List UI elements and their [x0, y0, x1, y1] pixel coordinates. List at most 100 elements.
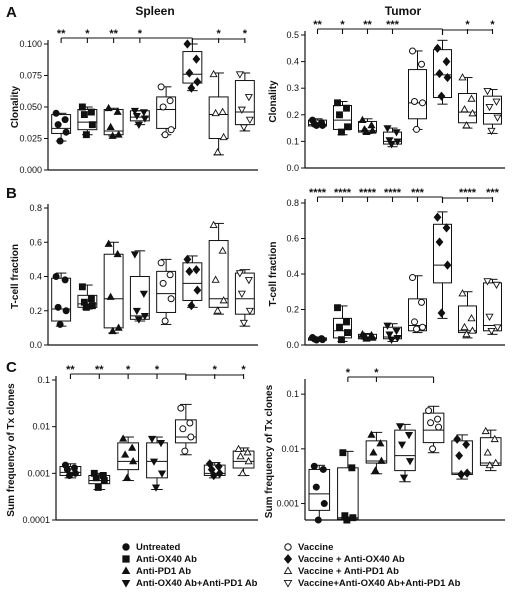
chart-a-spleen-group-6-point	[192, 54, 201, 64]
chart-b-tumor-group-2-point	[334, 304, 341, 312]
chart-b-spleen-group-8-point	[245, 307, 254, 316]
chart-c-tumor-group-4-box	[394, 429, 416, 472]
chart-c-spleen-ytick-label: 0.001	[27, 468, 50, 478]
chart-a-tumor-group-7-point	[460, 105, 469, 113]
chart-b-spleen-ytick-label: 0.6	[29, 237, 42, 247]
chart-a-spleen-group-5-point	[166, 97, 174, 105]
chart-a-tumor-group-7-point	[467, 94, 476, 102]
chart-a-tumor-sig-label: *	[465, 19, 470, 31]
chart-b-tumor-group-6-point	[435, 237, 444, 247]
chart-c-spleen-group-5-point	[177, 404, 185, 412]
chart-a-spleen-group-6-box	[182, 51, 203, 84]
chart-a-spleen-group-3-point	[106, 122, 115, 131]
chart-b-spleen-group-3-point	[108, 326, 117, 335]
chart-b-spleen-group-3-box	[103, 253, 124, 329]
chart-b-tumor-group-8-point	[493, 324, 502, 332]
chart-a-spleen-group-1-point	[62, 128, 70, 136]
chart-b-spleen-group-5-point	[157, 259, 165, 267]
chart-a-tumor-ytick-label: 0.1	[286, 136, 299, 146]
chart-a-spleen-group-5-point	[159, 103, 167, 111]
chart-b-tumor-sig-label: ***	[486, 187, 500, 199]
chart-c-tumor-group-6-point	[457, 469, 466, 480]
chart-b-tumor-group-3-point	[362, 334, 371, 342]
chart-b-tumor-sig-label: ****	[359, 187, 377, 199]
chart-a-spleen-group-2-point	[82, 131, 90, 139]
chart-a-tumor-group-7-point	[458, 73, 467, 81]
legend-marker-vaccine	[284, 543, 292, 551]
chart-b-tumor-group-7-point	[460, 322, 469, 331]
chart-a-tumor-group-2-point	[336, 111, 343, 119]
chart-c-spleen-group-2-point	[92, 474, 100, 482]
legend-label-anti-ox40-ab: Anti-OX40 Ab	[136, 554, 197, 565]
chart-b-spleen-group-7-box	[208, 240, 229, 308]
chart-b-spleen-group-1-box	[51, 277, 72, 322]
chart-c-spleen-sig-label: **	[66, 364, 75, 376]
chart-c-tumor-group-3-point	[367, 430, 376, 438]
chart-a-tumor-ytick-label: 0.2	[286, 110, 299, 120]
chart-a-spleen-sig-label: *	[216, 28, 221, 40]
chart-a-tumor-group-5-point	[419, 99, 426, 107]
chart-c-tumor-group-3-point	[369, 448, 378, 456]
chart-b-spleen-group-1-point	[52, 273, 60, 280]
chart-c-spleen-sig-label: **	[95, 364, 104, 376]
chart-c-spleen-group-6-point	[209, 470, 218, 481]
legend-label-vaccine: Vaccine	[298, 542, 333, 553]
chart-c-spleen-sig-label: *	[155, 364, 160, 376]
chart-b-spleen-group-2-point	[88, 302, 96, 310]
chart-b-tumor-group-4-point	[385, 331, 394, 339]
chart-c-spleen-group-5-point	[181, 447, 189, 455]
chart-c-spleen-sig-label: *	[213, 364, 218, 376]
chart-b-spleen-group-8-point	[235, 270, 244, 278]
chart-b-tumor-sig-label: ***	[411, 187, 425, 199]
chart-a-tumor-sig-label: ***	[386, 19, 400, 31]
chart-a-tumor-group-2-point	[343, 104, 350, 112]
chart-b-tumor-ytick-label: 0.6	[286, 234, 299, 244]
chart-c-spleen-group-7-point	[236, 452, 245, 460]
chart-c-tumor-group-5-point	[429, 445, 437, 453]
chart-a-tumor-group-1-point	[319, 121, 326, 129]
chart-b-tumor-group-7-point	[458, 289, 467, 297]
chart-b-tumor-sig-label: ****	[384, 187, 402, 199]
chart-c-spleen-group-1-point	[65, 471, 73, 479]
chart-c-spleen-group-5-box	[174, 419, 197, 444]
legend-label-untreated: Untreated	[136, 542, 181, 553]
chart-b-spleen-group-3-point	[106, 292, 115, 300]
legend-marker-anti-ox40-ab	[122, 555, 130, 563]
chart-c-tumor-group-2-point	[349, 514, 357, 522]
chart-a-spleen-group-4-point	[130, 107, 139, 116]
chart-c-tumor-group-6-box	[451, 440, 473, 475]
chart-b-tumor-sig-label: ****	[459, 187, 477, 199]
chart-c-spleen-group-1-point	[63, 466, 71, 474]
legend-marker-untreated	[122, 543, 130, 551]
panel-letter-b: B	[6, 185, 17, 202]
chart-a-spleen-group-1-box	[51, 114, 72, 134]
chart-b-spleen-group-7-point	[213, 306, 222, 314]
chart-a-spleen-group-6-point	[187, 83, 196, 93]
chart-b-spleen-group-2-point	[78, 283, 86, 291]
chart-a-spleen-group-7-point	[218, 107, 227, 115]
chart-a-tumor-group-8-point	[483, 88, 492, 96]
chart-c-tumor-group-4-point	[399, 474, 409, 482]
chart-c-spleen-group-7-point	[243, 448, 252, 456]
chart-c-spleen-group-7-point	[234, 444, 243, 452]
chart-c-spleen-group-7-box	[232, 450, 255, 469]
chart-b-spleen-group-5-point	[166, 271, 174, 279]
chart-a-tumor-group-4-point	[393, 138, 402, 146]
chart-c-tumor-ytick-label: 0.1	[286, 389, 299, 399]
chart-c-tumor-group-4-point	[405, 458, 415, 466]
legend-label-vaccine-anti-ox40-ab-anti-pd1-ab: Vaccine+Anti-OX40 Ab+Anti-PD1 Ab	[298, 578, 461, 589]
chart-c-tumor-group-6-point	[453, 434, 462, 444]
title-spleen: Spleen	[135, 4, 174, 18]
chart-b-tumor-group-4-point	[393, 335, 402, 343]
chart-a-spleen-group-3-point	[108, 131, 117, 139]
chart-a-spleen-ytick-label: 0.100	[19, 39, 42, 49]
chart-a-tumor-group-6-point	[437, 91, 446, 101]
chart-a-spleen-group-7-box	[208, 96, 229, 139]
chart-a-tumor-group-2-point	[334, 99, 341, 107]
chart-c-tumor-group-3-point	[377, 456, 386, 464]
chart-b-tumor-group-1-point	[319, 336, 326, 344]
chart-a-tumor-group-8-point	[487, 127, 496, 136]
chart-b-spleen-group-8-point	[237, 290, 246, 298]
chart-b-tumor-group-2-point	[336, 323, 343, 331]
